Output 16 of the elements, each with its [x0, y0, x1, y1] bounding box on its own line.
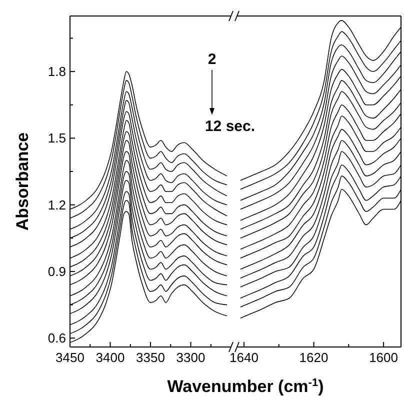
x-tick-label: 3300: [176, 350, 206, 365]
y-tick-label: 0.6: [48, 330, 66, 346]
x-tick-label: 1620: [299, 350, 328, 365]
y-axis-title: Absorbance: [13, 132, 32, 231]
x-tick-label: 3400: [96, 350, 125, 365]
x-tick-label: 3450: [56, 350, 84, 365]
x-tick-label: 3350: [136, 350, 165, 365]
y-tick-label: 1.8: [48, 64, 66, 80]
y-tick-label: 1.2: [48, 197, 66, 212]
y-tick-label: 1.5: [48, 130, 66, 146]
x-tick-label: 1640: [230, 350, 258, 365]
annotation: 2: [208, 51, 216, 68]
annotation: 12 sec.: [204, 118, 256, 135]
x-tick-label: 1600: [369, 350, 398, 365]
y-tick-label: 0.9: [48, 264, 66, 279]
x-axis-title: Wavenumber (cm$^{-1}$): [167, 377, 324, 396]
